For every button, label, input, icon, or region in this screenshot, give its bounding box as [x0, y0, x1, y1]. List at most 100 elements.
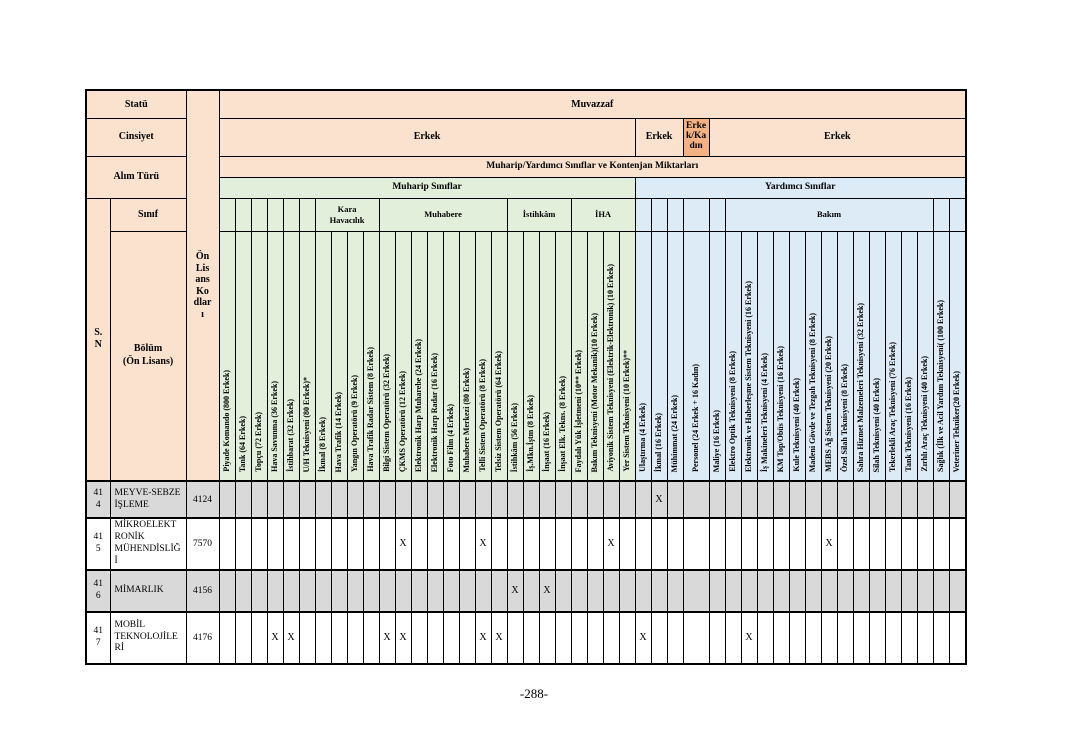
quota-cell	[618, 480, 636, 519]
quota-cell	[506, 610, 524, 664]
quota-cell	[330, 480, 348, 519]
table-row-415: 415 MİKROELEKTRONİK MÜHENDİSLİĞİ 7570 X X X X	[85, 517, 967, 570]
column-label: ÇKMS Operatörü (12 Erkek)	[398, 370, 408, 472]
quota-cell	[234, 480, 252, 519]
group-empty-cell	[282, 197, 300, 232]
column-header-46: Veteriner Tekniker(20 Erkek)	[948, 230, 967, 482]
quota-cell	[682, 517, 710, 570]
quota-cell	[362, 480, 380, 519]
quota-cell	[740, 568, 758, 612]
quota-cell	[522, 517, 540, 570]
quota-cell	[330, 610, 348, 664]
column-header-5: İstihbarat (32 Erkek)	[282, 230, 300, 482]
quota-cell	[394, 568, 412, 612]
quota-cell	[378, 517, 396, 570]
quota-cell	[948, 480, 967, 519]
quota-cell	[724, 610, 742, 664]
page-number: -288-	[519, 686, 549, 701]
quota-cell	[708, 568, 726, 612]
column-label: Maliye (16 Erkek)	[712, 409, 722, 472]
quota-cell	[916, 610, 934, 664]
quota-cell	[948, 568, 967, 612]
group-empty-cell	[266, 197, 284, 232]
quota-cell	[490, 480, 508, 519]
quota-cell	[442, 480, 460, 519]
quota-cell	[410, 480, 428, 519]
x-mark-cell: X	[650, 480, 668, 519]
sn-cell: 416	[85, 568, 111, 612]
column-label: Muhabere Merkezi (80 Erkek)	[462, 367, 472, 473]
quota-cell	[426, 568, 444, 612]
quota-cell	[884, 610, 902, 664]
quota-cell	[570, 480, 588, 519]
on-lisans-kodlari-header: Ön Lisans Kodları	[185, 89, 220, 482]
quota-cell	[218, 480, 236, 519]
quota-cell	[330, 517, 348, 570]
group-header-5: İHA	[570, 197, 636, 232]
kod-cell: 4156	[185, 568, 220, 612]
column-header-36: Kule Teknisyeni (40 Erkek)	[788, 230, 806, 482]
column-header-44: Zırhlı Araç Teknisyeni (40 Erkek)	[916, 230, 934, 482]
quota-cell	[506, 517, 524, 570]
quota-cell	[852, 610, 870, 664]
x-mark-cell: X	[538, 568, 556, 612]
quota-cell	[708, 517, 726, 570]
quota-cell	[756, 568, 774, 612]
quota-cell	[836, 480, 854, 519]
column-header-16: Muhabere Merkezi (80 Erkek)	[458, 230, 476, 482]
quota-cell	[458, 517, 476, 570]
column-label: Hava Savunma (36 Erkek)	[270, 381, 280, 472]
column-header-4: Hava Savunma (36 Erkek)	[266, 230, 284, 482]
column-label: Madeni Gövde ve Tezgah Teknisyeni (8 Erk…	[808, 312, 818, 472]
quota-cell	[426, 480, 444, 519]
quota-cell	[788, 517, 806, 570]
column-header-7: İkmal (8 Erkek)	[314, 230, 332, 482]
column-label: İkmal (8 Erkek)	[318, 416, 328, 472]
quota-cell	[474, 568, 492, 612]
quota-cell	[868, 610, 886, 664]
x-mark-cell: X	[634, 610, 652, 664]
quota-cell	[346, 480, 364, 519]
quota-cell	[602, 480, 620, 519]
quota-cell	[282, 517, 300, 570]
quota-cell	[900, 517, 918, 570]
quota-cell	[708, 480, 726, 519]
column-label: Sağlık (İlk ve Acil Yardım Teknisyeni( (…	[936, 300, 946, 472]
column-label: Piyade Komando (800 Erkek)	[222, 370, 232, 472]
column-header-25: Aviyonik Sistem Teknisyeni (Elektrik-Ele…	[602, 230, 620, 482]
column-header-38: MEBS Ağ Sistem Teknisyeni (20 Erkek)	[820, 230, 838, 482]
group-empty-cell	[948, 197, 967, 232]
kod-cell: 4176	[185, 610, 220, 664]
column-label: Tekerlekli Araç Teknisyeni (76 Erkek)	[888, 342, 898, 472]
column-label: Bakım Teknisyeni (Motor Mekanik)(10 Erke…	[590, 312, 600, 472]
column-label: Mühimmat (24 Erkek)	[670, 394, 680, 472]
quota-cell	[868, 568, 886, 612]
quota-cell	[740, 517, 758, 570]
quota-cell	[458, 568, 476, 612]
column-header-8: Hava Trafik (14 Erkek)	[330, 230, 348, 482]
quota-cell	[298, 568, 316, 612]
column-header-14: Elektronik Harp Radar (16 Erkek)	[426, 230, 444, 482]
quota-cell	[788, 568, 806, 612]
quota-cell	[740, 480, 758, 519]
column-header-37: Madeni Gövde ve Tezgah Teknisyeni (8 Erk…	[804, 230, 822, 482]
quota-cell	[868, 517, 886, 570]
sn-header: S. N	[85, 197, 111, 482]
quota-cell	[346, 568, 364, 612]
x-mark-cell: X	[394, 517, 412, 570]
quota-cell	[820, 480, 838, 519]
column-label: Bilgi Sistem Operatörü (32 Erkek)	[382, 354, 392, 472]
quota-cell	[250, 517, 268, 570]
quota-cell	[522, 568, 540, 612]
column-label: Zırhlı Araç Teknisyeni (40 Erkek)	[920, 356, 930, 472]
quota-cell	[474, 480, 492, 519]
quota-cell	[804, 568, 822, 612]
column-header-33: Elektronik ve Haberleşme Sistem Teknisye…	[740, 230, 758, 482]
quota-cell	[772, 517, 790, 570]
quota-cell	[932, 568, 950, 612]
quota-cell	[666, 610, 684, 664]
column-label: İkmal (16 Erkek)	[654, 412, 664, 472]
column-label: Aviyonik Sistem Teknisyeni (Elektrik-Ele…	[606, 264, 616, 472]
quota-cell	[314, 568, 332, 612]
x-mark-cell: X	[394, 610, 412, 664]
